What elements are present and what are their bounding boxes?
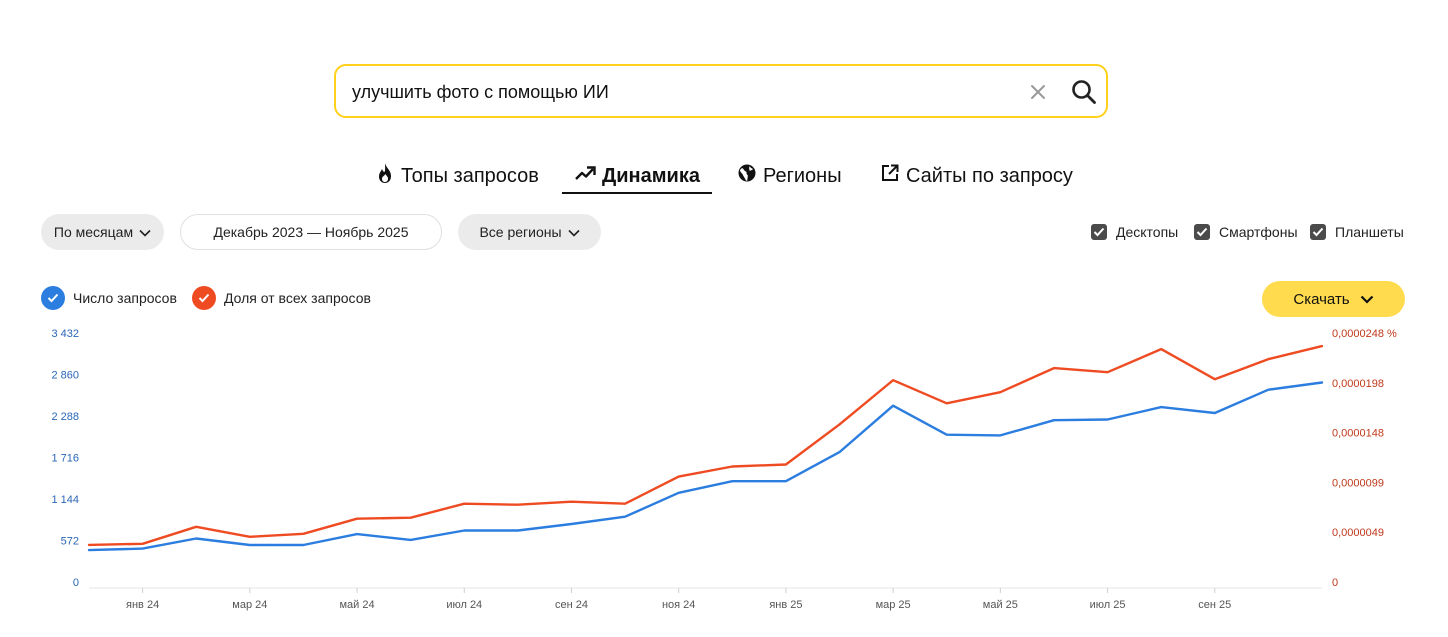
external-link-icon (880, 163, 900, 189)
series-line-count (87, 381, 1324, 552)
tab-top-queries[interactable]: Топы запросов (375, 160, 539, 192)
x-tick-label: ноя 24 (662, 599, 695, 611)
check-circle-icon (192, 286, 216, 310)
device-label: Планшеты (1335, 224, 1404, 240)
legend-item-share[interactable]: Доля от всех запросов (192, 286, 371, 310)
legend-label: Число запросов (73, 290, 177, 306)
y-left-tick-label: 1 144 (51, 494, 79, 506)
tab-dynamics[interactable]: Динамика (562, 160, 712, 194)
x-tick-label: май 25 (983, 599, 1018, 611)
x-tick-label: янв 24 (126, 599, 159, 611)
legend-label: Доля от всех запросов (224, 290, 371, 306)
x-tick-label: янв 25 (769, 599, 802, 611)
device-tablet-checkbox[interactable]: Планшеты (1310, 222, 1404, 242)
tab-label: Динамика (602, 164, 700, 187)
y-left-tick-label: 1 716 (51, 453, 79, 465)
trend-arrow-icon (574, 164, 596, 188)
search-box (334, 64, 1108, 118)
y-right-tick-label: 0 (1332, 577, 1338, 589)
tab-label: Регионы (763, 164, 842, 187)
tab-label: Топы запросов (401, 164, 539, 187)
checkbox-checked-icon (1091, 224, 1107, 240)
globe-icon (737, 163, 757, 189)
y-right-tick-label: 0,0000148 (1332, 428, 1384, 440)
checkbox-checked-icon (1194, 224, 1210, 240)
series-line-share (87, 344, 1324, 547)
dynamics-chart: 0 572 1 144 1 716 2 288 2 860 3 432 0 0,0000049 0… (51, 328, 1397, 611)
device-label: Смартфоны (1219, 224, 1298, 240)
check-circle-icon (41, 286, 65, 310)
search-input[interactable] (350, 66, 1014, 118)
y-right-tick-label: 0,0000198 (1332, 378, 1384, 390)
date-range-label: Декабрь 2023 — Ноябрь 2025 (213, 224, 409, 240)
tab-regions[interactable]: Регионы (737, 160, 842, 192)
x-tick-label: сен 25 (1198, 599, 1231, 611)
x-tick-label: сен 24 (555, 599, 588, 611)
x-tick-label: мар 24 (232, 599, 267, 611)
chevron-down-icon (139, 224, 151, 240)
legend-item-count[interactable]: Число запросов (41, 286, 177, 310)
region-dropdown[interactable]: Все регионы (458, 214, 601, 250)
region-label: Все регионы (479, 224, 562, 240)
y-right-tick-label: 0,0000099 (1332, 477, 1384, 489)
period-dropdown[interactable]: По месяцам (41, 214, 164, 250)
y-left-tick-label: 2 860 (51, 370, 79, 382)
x-tick-label: июл 24 (446, 599, 482, 611)
y-right-tick-label: 0,0000049 (1332, 527, 1384, 539)
y-left-tick-label: 0 (73, 577, 79, 589)
x-tick-label: мар 25 (876, 599, 911, 611)
checkbox-checked-icon (1310, 224, 1326, 240)
tab-bar: Топы запросов Динамика Регионы Сайты по … (0, 160, 1448, 196)
device-desktop-checkbox[interactable]: Десктопы (1091, 222, 1178, 242)
tab-sites[interactable]: Сайты по запросу (880, 160, 1073, 192)
y-right-tick-label: 0,0000248 % (1332, 328, 1397, 340)
x-tick-label: июл 25 (1090, 599, 1126, 611)
download-label: Скачать (1293, 290, 1350, 308)
device-label: Десктопы (1116, 224, 1179, 240)
device-smartphone-checkbox[interactable]: Смартфоны (1194, 222, 1298, 242)
date-range-picker[interactable]: Декабрь 2023 — Ноябрь 2025 (180, 214, 442, 250)
download-button[interactable]: Скачать (1262, 281, 1405, 317)
fire-icon (375, 162, 395, 190)
search-icon[interactable] (1070, 78, 1098, 106)
chevron-down-icon (1360, 291, 1374, 308)
y-left-tick-label: 572 (61, 536, 79, 548)
y-left-tick-label: 3 432 (51, 328, 79, 340)
chevron-down-icon (567, 224, 580, 240)
tab-label: Сайты по запросу (906, 164, 1073, 187)
y-left-tick-label: 2 288 (51, 411, 79, 423)
x-tick-label: май 24 (339, 599, 374, 611)
period-label: По месяцам (53, 224, 134, 240)
close-icon[interactable] (1028, 82, 1048, 102)
